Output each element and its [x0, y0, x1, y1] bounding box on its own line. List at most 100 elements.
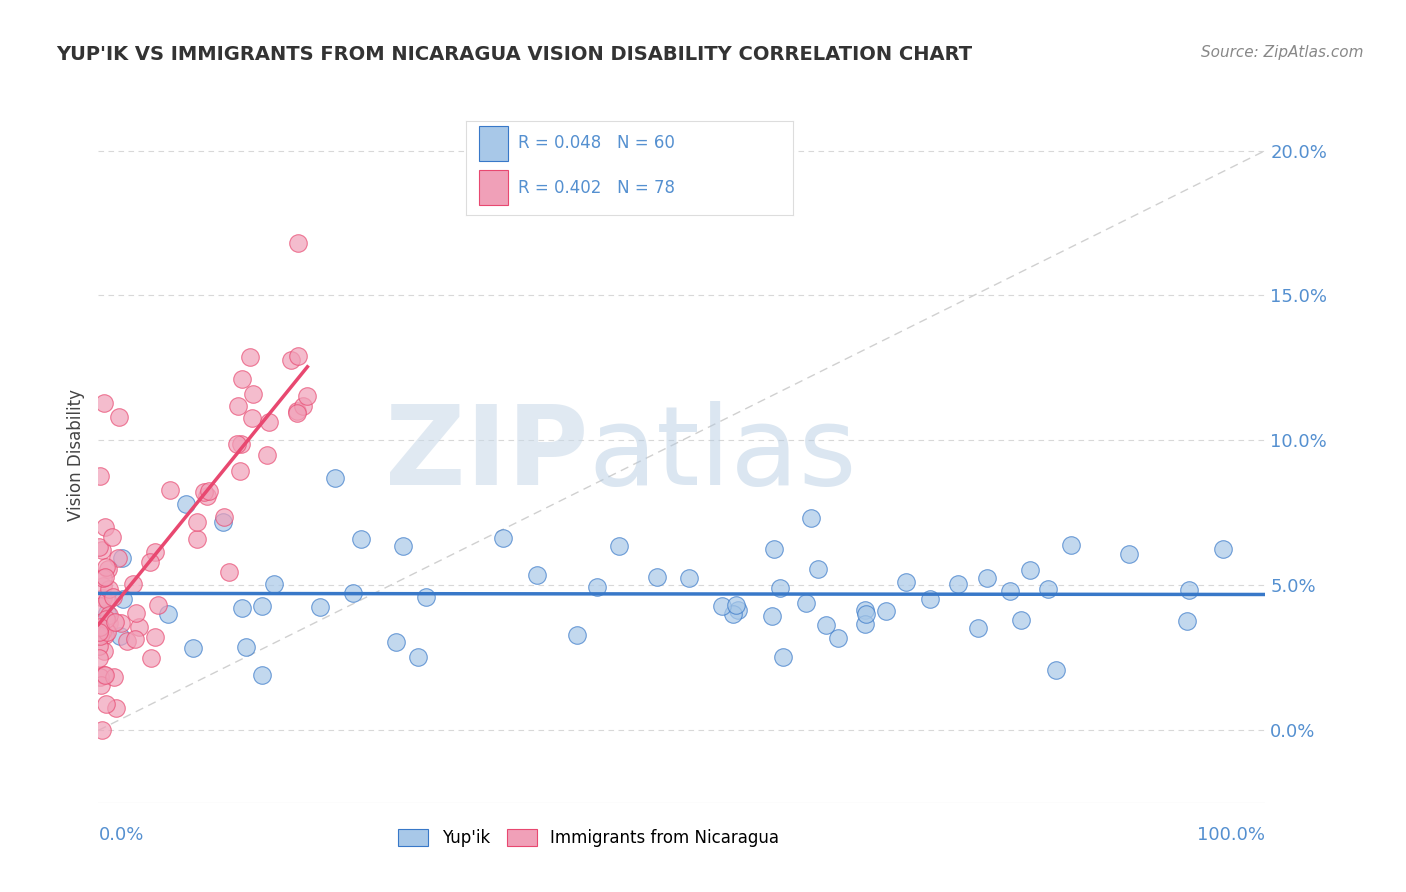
- Point: [607, 539, 630, 553]
- Point: [93, 571, 115, 585]
- Point: [94, 569, 117, 583]
- Point: [108, 410, 131, 425]
- Point: [1036, 582, 1059, 596]
- Point: [231, 600, 253, 615]
- Point: [853, 617, 876, 632]
- Point: [226, 399, 249, 413]
- Point: [212, 515, 235, 529]
- Point: [89, 620, 111, 634]
- Point: [96, 624, 118, 639]
- Point: [257, 415, 280, 429]
- Text: YUP'IK VS IMMIGRANTS FROM NICARAGUA VISION DISABILITY CORRELATION CHART: YUP'IK VS IMMIGRANTS FROM NICARAGUA VISI…: [56, 45, 973, 63]
- Point: [263, 577, 285, 591]
- Point: [586, 580, 609, 594]
- Point: [853, 603, 876, 617]
- Point: [285, 406, 308, 420]
- Point: [93, 668, 115, 682]
- Point: [186, 532, 208, 546]
- Point: [998, 584, 1021, 599]
- Point: [111, 550, 134, 565]
- Point: [727, 603, 749, 617]
- Point: [94, 520, 117, 534]
- Point: [101, 590, 124, 604]
- Point: [772, 650, 794, 665]
- Point: [762, 541, 785, 556]
- Point: [415, 590, 437, 604]
- Point: [855, 607, 877, 621]
- Point: [565, 628, 588, 642]
- Point: [110, 616, 132, 631]
- Point: [143, 630, 166, 644]
- Point: [128, 619, 150, 633]
- Point: [1010, 613, 1032, 627]
- Point: [309, 599, 332, 614]
- Point: [225, 437, 247, 451]
- Point: [103, 670, 125, 684]
- Point: [342, 586, 364, 600]
- Point: [195, 489, 218, 503]
- Point: [239, 351, 262, 365]
- Point: [157, 607, 180, 621]
- Point: [107, 551, 129, 566]
- Point: [896, 575, 918, 590]
- Point: [87, 541, 110, 555]
- Point: [948, 577, 970, 591]
- Point: [159, 483, 181, 497]
- Point: [725, 598, 748, 612]
- Point: [212, 509, 235, 524]
- Point: [1018, 563, 1040, 577]
- Point: [139, 555, 162, 569]
- Point: [240, 410, 263, 425]
- Point: [297, 388, 319, 402]
- Point: [384, 635, 406, 649]
- Point: [108, 629, 131, 643]
- Point: [391, 539, 413, 553]
- Point: [104, 615, 127, 630]
- Point: [89, 468, 111, 483]
- Point: [250, 599, 273, 614]
- Point: [966, 621, 988, 635]
- Point: [323, 471, 346, 485]
- Point: [146, 599, 169, 613]
- Point: [285, 404, 308, 418]
- Point: [89, 651, 111, 665]
- Legend: Yup'ik, Immigrants from Nicaragua: Yup'ik, Immigrants from Nicaragua: [392, 822, 786, 854]
- Point: [807, 562, 830, 576]
- Point: [94, 611, 117, 625]
- Point: [122, 576, 145, 591]
- Point: [827, 631, 849, 645]
- Point: [198, 484, 221, 499]
- Point: [98, 608, 121, 623]
- Point: [124, 632, 146, 647]
- Point: [87, 624, 110, 639]
- Point: [125, 606, 148, 620]
- Point: [87, 639, 110, 653]
- Point: [250, 667, 273, 681]
- Point: [761, 608, 783, 623]
- Text: atlas: atlas: [589, 401, 858, 508]
- Text: Source: ZipAtlas.com: Source: ZipAtlas.com: [1201, 45, 1364, 60]
- Text: 100.0%: 100.0%: [1198, 826, 1265, 844]
- Point: [218, 565, 240, 579]
- Point: [492, 531, 515, 545]
- Point: [1060, 538, 1083, 552]
- Point: [101, 530, 124, 544]
- Point: [91, 543, 114, 558]
- Point: [94, 559, 117, 574]
- Point: [287, 349, 309, 363]
- Point: [98, 582, 121, 596]
- Point: [115, 634, 138, 648]
- Point: [91, 579, 114, 593]
- Point: [794, 596, 817, 610]
- Point: [287, 236, 309, 251]
- Point: [231, 372, 253, 386]
- Point: [96, 607, 118, 621]
- Point: [875, 604, 897, 618]
- Point: [90, 624, 112, 639]
- Point: [193, 484, 215, 499]
- Point: [89, 629, 111, 643]
- Point: [1212, 541, 1234, 556]
- Point: [229, 464, 252, 478]
- Point: [350, 532, 373, 546]
- Point: [242, 386, 264, 401]
